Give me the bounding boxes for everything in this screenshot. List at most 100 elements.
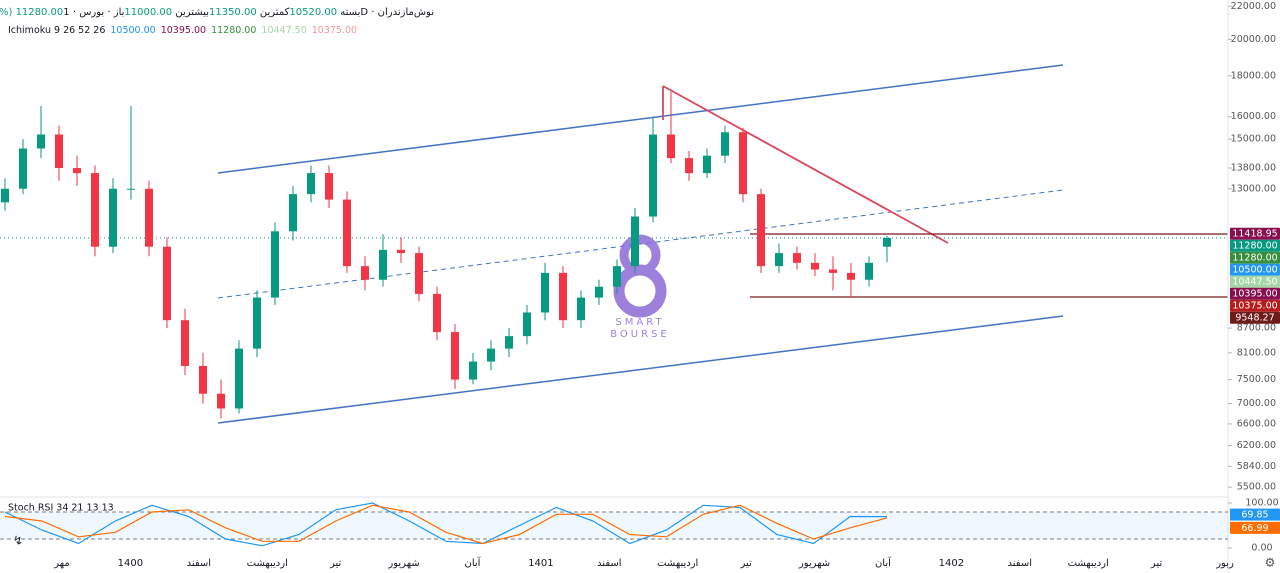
price-tag	[1230, 251, 1280, 264]
candle-body	[109, 188, 117, 247]
candle-body	[163, 246, 171, 321]
x-tick-label: ربور	[1215, 558, 1234, 569]
channel-top	[217, 64, 1064, 174]
candle-body	[271, 231, 279, 298]
candle-body	[631, 216, 639, 267]
watermark-text: SMART	[615, 317, 664, 328]
watermark: SMART BOURSE	[610, 234, 670, 340]
stoch-tag	[1230, 508, 1280, 521]
price-tag	[1230, 287, 1280, 300]
candle-body	[487, 348, 495, 362]
stoch-title: Stoch RSI 34 21 13 13	[8, 503, 114, 514]
x-tick-label: 1402	[939, 558, 964, 569]
candle-body	[505, 336, 513, 349]
channel-mid	[217, 189, 1064, 299]
y-tick-label: 13000.00	[1231, 183, 1276, 194]
candle-body	[811, 262, 819, 270]
y-tick-label: 22000.00	[1231, 1, 1276, 12]
candle-body	[253, 297, 261, 349]
candle-body	[721, 132, 729, 156]
indicator-value: 10395.00	[161, 25, 206, 36]
y-tick-label: 13800.00	[1231, 163, 1276, 174]
x-tick-label: تیر	[739, 558, 752, 569]
x-tick-label: اردیبهشت	[1068, 558, 1109, 569]
candle-body	[595, 286, 603, 298]
y-tick-label: 6200.00	[1237, 440, 1276, 451]
candle-body	[55, 134, 63, 169]
candle-body	[91, 173, 99, 247]
candle-body	[685, 158, 693, 174]
x-tick-label: اردیبهشت	[247, 558, 288, 569]
candle-body	[19, 148, 27, 189]
candle-body	[847, 272, 855, 280]
header-label: بسته	[340, 7, 360, 18]
header-symbol: نوش‌مازندران	[378, 7, 434, 18]
drawings	[0, 64, 1228, 424]
x-tick-label: اسفند	[597, 558, 621, 569]
x-tick-label: تیر	[1150, 558, 1163, 569]
candle-body	[703, 155, 711, 174]
logo-icon[interactable]: ↯	[13, 534, 23, 548]
price-tag	[1230, 275, 1280, 288]
candle-body	[451, 332, 459, 380]
resistance-line	[662, 85, 949, 244]
y-tick-label: 8700.00	[1237, 323, 1276, 334]
candle-body	[379, 249, 387, 280]
candle-body	[757, 194, 765, 267]
candle-body	[289, 194, 297, 232]
candle-body	[613, 266, 621, 287]
price-tag	[1230, 263, 1280, 276]
header-label: کمترین	[260, 7, 290, 18]
indicator-name: Ichimoku 9 26 52 26	[8, 25, 105, 36]
y-tick-label: 8100.00	[1237, 347, 1276, 358]
y-tick-label: 7000.00	[1237, 398, 1276, 409]
x-tick-label: 1400	[118, 558, 143, 569]
candle-body	[793, 253, 801, 263]
settings-icon[interactable]: ⚙	[1265, 556, 1276, 570]
candle-body	[415, 253, 423, 294]
candle-body	[127, 188, 135, 190]
candle-body	[577, 297, 585, 321]
candle-body	[865, 262, 873, 280]
candle-body	[343, 199, 351, 267]
y-tick-label: 20000.00	[1231, 34, 1276, 45]
x-tick-label: 1401	[528, 558, 553, 569]
header-value: 10520.00	[289, 7, 337, 18]
stoch-tag-label: 66.99	[1241, 523, 1268, 534]
price-tag	[1230, 227, 1280, 240]
price-tag	[1230, 311, 1280, 324]
channel-bottom	[217, 315, 1064, 424]
indicator-value: 10500.00	[110, 25, 155, 36]
x-tick-label: اسفند	[1008, 558, 1032, 569]
candle-body	[181, 320, 189, 366]
candle-body	[199, 365, 207, 394]
x-tick-label: آبان	[875, 556, 892, 569]
candle-body	[883, 237, 891, 247]
candle-body	[739, 132, 747, 195]
candle-body	[397, 249, 405, 254]
price-tag-label: 11280.00	[1232, 253, 1277, 264]
candle-body	[523, 312, 531, 337]
x-tick-label: اردیبهشت	[657, 558, 698, 569]
x-tick-label: تیر	[329, 558, 342, 569]
watermark-text: BOURSE	[610, 329, 670, 340]
candle-body	[649, 134, 657, 217]
x-tick-label: اسفند	[187, 558, 211, 569]
candle-body	[217, 393, 225, 409]
candle-body	[235, 348, 243, 409]
y-tick-label: 5500.00	[1237, 482, 1276, 493]
logo	[613, 264, 667, 318]
candle-body	[325, 173, 333, 200]
y-tick-label: 7500.00	[1237, 374, 1276, 385]
header: +460.00 (+4.25%) 11280.00 بسته 10520.00کم…	[0, 7, 434, 18]
y-tick-label: 16000.00	[1231, 111, 1276, 122]
indicator-value: 11280.00	[211, 25, 256, 36]
candle-body	[145, 188, 153, 247]
stoch-line	[4, 504, 888, 545]
candle-body	[37, 134, 45, 149]
header-change: +460.00 (+4.25%)	[0, 7, 12, 18]
header-value: 11000.00	[124, 7, 172, 18]
stoch-tag	[1230, 521, 1280, 534]
y-tick-label: 0.00	[1251, 543, 1272, 554]
x-tick-label: شهریور	[387, 558, 419, 569]
